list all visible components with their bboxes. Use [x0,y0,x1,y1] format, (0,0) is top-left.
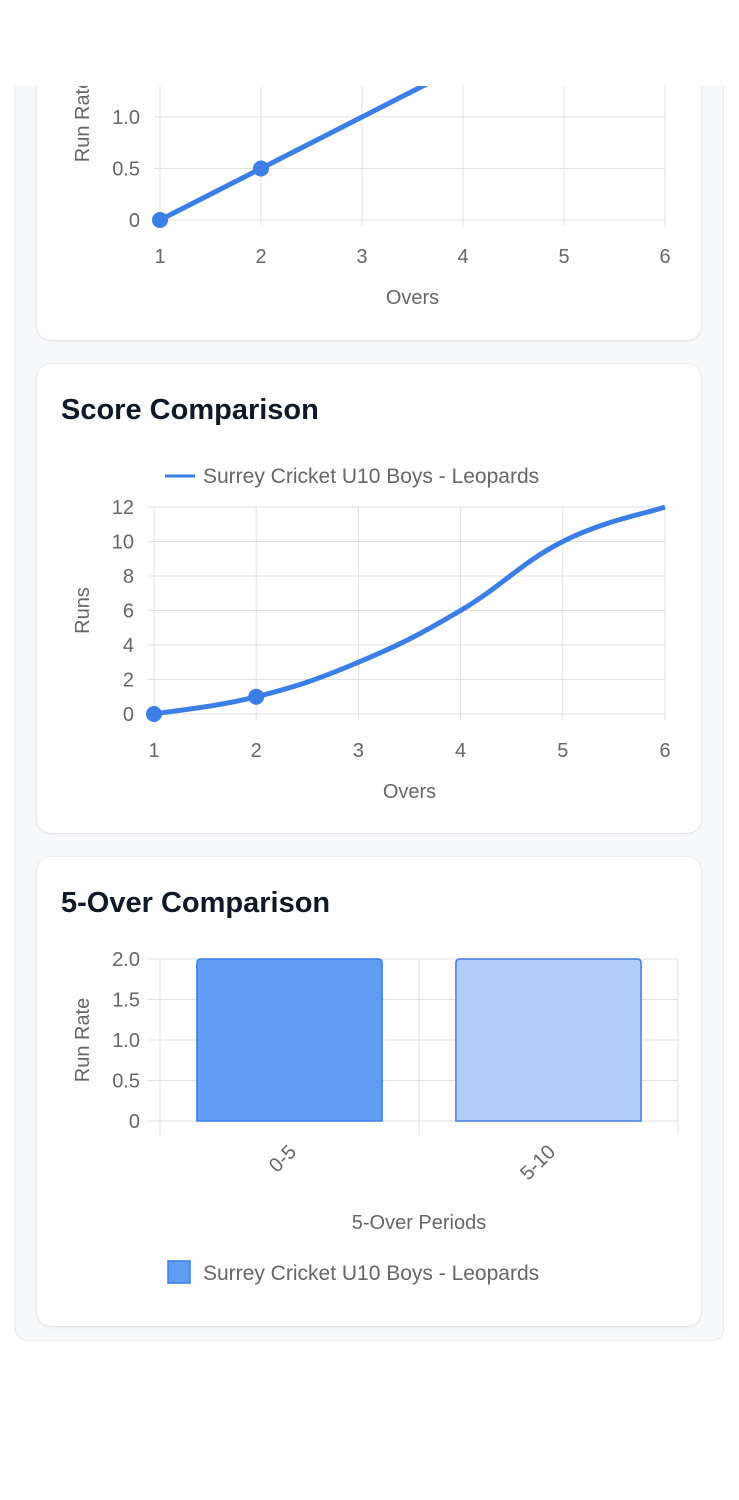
x-axis-label: Overs [386,287,439,309]
legend-label: Surrey Cricket U10 Boys - Leopards [203,465,539,488]
legend-swatch [167,1260,191,1284]
series-line [158,60,480,223]
five-over-comparison-chart: 0 0.5 1.0 1.5 2.0 0-5 5-10 5-Over Periods Run Ra… [72,949,679,1285]
bar [455,958,642,1122]
y-axis-label: Run Rate [72,998,94,1083]
y-tick-label: 0 [123,704,134,726]
y-tick-label: 0.5 [112,159,140,181]
x-tick-label: 5 [557,740,568,762]
x-tick-label: 1 [154,246,165,268]
x-tick-label: 6 [659,246,670,268]
x-tick-label: 5 [558,246,569,268]
x-tick-label: 1 [148,740,159,762]
x-axis-label: Overs [383,781,436,803]
data-point [146,706,162,722]
x-tick-label: 0-5 [265,1141,301,1177]
x-axis-label: 5-Over Periods [352,1212,487,1234]
y-tick-label: 4 [123,635,134,657]
x-tick-label: 3 [353,740,364,762]
x-tick-label: 3 [356,246,367,268]
x-tick-label: 4 [457,246,468,268]
x-tick-label: 2 [255,246,266,268]
y-tick-label: 0 [129,1111,140,1133]
data-point [253,160,269,177]
bar [196,958,383,1122]
y-axis-label: Run Rate [72,78,94,163]
y-tick-label: 12 [112,497,134,519]
x-tick-label: 4 [455,740,466,762]
top-header-area [0,0,739,86]
y-tick-label: 8 [123,566,134,588]
x-tick-label: 5-10 [516,1141,560,1185]
data-point [152,212,168,228]
y-axis-label: Runs [72,587,94,634]
series-line [153,504,666,717]
card-title: Score Comparison [61,394,319,426]
five-over-comparison-card: 5-Over Comparison 0 0.5 1.0 1.5 2.0 0-5 5-10 5-… [37,857,701,1326]
y-tick-label: 0 [129,210,140,232]
x-tick-label: 6 [659,740,670,762]
score-comparison-card: Score Comparison Surrey Cricket U10 Boys… [37,364,701,833]
y-tick-label: 6 [123,601,134,623]
y-tick-label: 0.5 [112,1071,140,1093]
card-title: 5-Over Comparison [61,887,331,919]
run-rate-card: 1 2 3 4 5 6 0 0.5 1.0 Overs Run Rate [37,60,701,340]
y-tick-label: 2 [123,670,134,692]
y-tick-label: 10 [112,532,134,554]
y-tick-label: 2.0 [112,949,140,971]
y-tick-label: 1.0 [112,1030,140,1052]
x-tick-label: 2 [251,740,262,762]
legend-label: Surrey Cricket U10 Boys - Leopards [203,1262,539,1285]
data-point [248,688,265,705]
y-tick-label: 1.0 [112,107,140,129]
run-rate-chart: 1 2 3 4 5 6 0 0.5 1.0 Overs Run Rate [72,60,671,309]
y-tick-label: 1.5 [112,990,140,1012]
